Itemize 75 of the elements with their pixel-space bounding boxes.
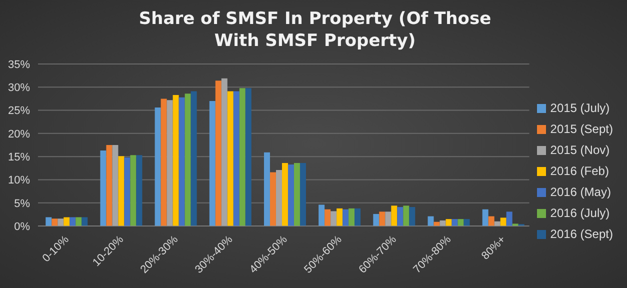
bar	[276, 170, 282, 226]
bar	[209, 101, 216, 226]
bar	[70, 217, 76, 226]
legend-label: 2016 (Feb)	[550, 164, 609, 178]
bar	[440, 220, 446, 226]
bar	[403, 206, 410, 226]
bar	[112, 145, 118, 226]
bar	[172, 95, 179, 226]
bar	[294, 163, 300, 226]
bar	[233, 91, 240, 226]
y-tick-label: 10%	[8, 174, 30, 187]
bar	[154, 108, 161, 226]
bar	[342, 209, 349, 226]
y-tick-label: 25%	[8, 105, 30, 118]
bar	[336, 208, 343, 226]
bar	[52, 218, 58, 226]
legend-label: 2015 (Nov)	[550, 142, 610, 156]
y-tick-label: 20%	[8, 128, 30, 140]
bar	[130, 155, 136, 226]
legend-label: 2016 (Sept)	[550, 226, 613, 240]
y-tick-label: 5%	[14, 198, 30, 210]
bar	[379, 212, 386, 226]
bar	[397, 207, 404, 226]
bar	[488, 216, 494, 226]
bar	[76, 217, 82, 226]
bar	[215, 80, 222, 226]
bar	[106, 145, 112, 226]
bar	[409, 207, 416, 226]
bar	[136, 155, 142, 226]
bar	[245, 88, 252, 226]
bar	[288, 164, 294, 226]
bar	[166, 100, 173, 226]
bar	[330, 211, 337, 226]
legend-label: 2015 (Sept)	[550, 122, 613, 136]
y-tick-label: 0%	[14, 220, 30, 233]
bar	[452, 219, 458, 226]
bar	[428, 216, 434, 226]
bar	[124, 157, 130, 226]
bar	[500, 218, 506, 226]
bar	[385, 212, 392, 226]
y-tick-label: 35%	[8, 58, 30, 71]
bar	[100, 150, 106, 226]
bar	[178, 97, 185, 226]
legend-label: 2016 (May)	[550, 184, 611, 198]
bar	[324, 209, 331, 226]
bar	[354, 208, 361, 226]
bar	[458, 219, 464, 226]
legend-label: 2015 (July)	[550, 100, 610, 114]
bar	[160, 98, 167, 226]
bar	[82, 217, 88, 226]
bar	[239, 88, 246, 226]
bar	[282, 163, 288, 226]
bar	[184, 94, 191, 226]
bar	[391, 206, 398, 226]
bar	[482, 209, 488, 226]
bar	[373, 214, 380, 226]
bar	[446, 219, 452, 226]
bar	[264, 152, 270, 226]
legend-label: 2016 (July)	[550, 206, 610, 220]
bar	[118, 156, 124, 226]
bar	[58, 218, 64, 226]
bar	[318, 204, 325, 226]
bar	[46, 217, 52, 226]
bar	[506, 212, 512, 226]
y-tick-label: 30%	[8, 82, 30, 94]
bar	[190, 91, 197, 226]
bar	[227, 91, 234, 226]
bar	[64, 217, 70, 226]
bar	[270, 172, 276, 226]
bar	[348, 208, 355, 226]
bar	[300, 163, 306, 226]
y-tick-label: 15%	[8, 151, 30, 164]
bar	[221, 78, 228, 226]
chart-title: Share of SMSF In Property (Of Those With SMSF Property)	[138, 8, 492, 52]
bar	[464, 219, 470, 226]
